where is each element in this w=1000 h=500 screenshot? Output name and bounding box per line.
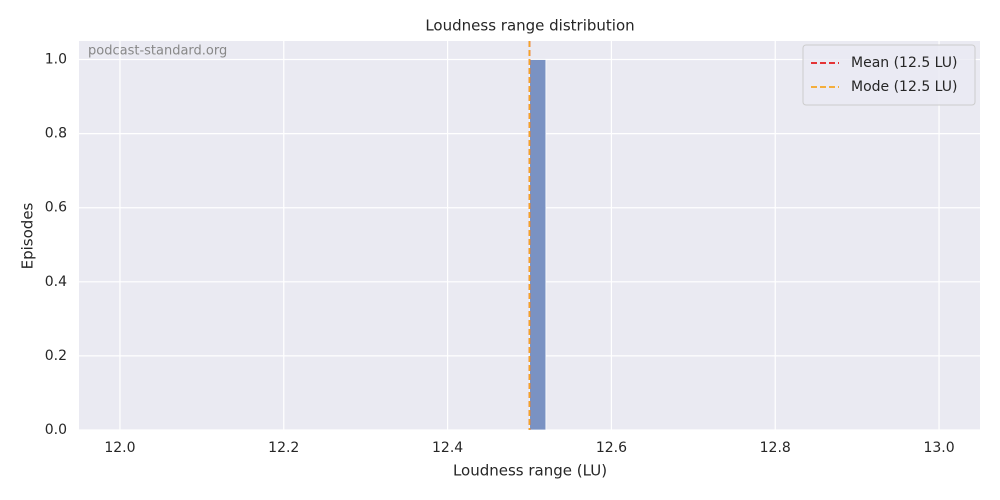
y-tick-label: 0.4	[45, 274, 67, 290]
x-tick-label: 12.8	[760, 440, 791, 456]
bar	[529, 59, 547, 431]
x-tick-label: 12.0	[104, 440, 135, 456]
x-tick-label: 12.6	[596, 440, 627, 456]
legend-label: Mode (12.5 LU)	[851, 79, 958, 95]
legend-label: Mean (12.5 LU)	[851, 55, 958, 71]
chart-title: Loudness range distribution	[425, 17, 634, 35]
x-axis-label: Loudness range (LU)	[453, 462, 607, 480]
x-tick-label: 13.0	[923, 440, 954, 456]
legend-box	[802, 44, 976, 106]
y-tick-label: 0.0	[45, 422, 67, 438]
y-tick-label: 0.6	[45, 200, 67, 216]
y-tick-label: 0.8	[45, 126, 67, 142]
x-tick-label: 12.2	[268, 440, 299, 456]
watermark: podcast-standard.org	[88, 44, 227, 59]
x-tick-label: 12.4	[432, 440, 463, 456]
y-tick-label: 0.2	[45, 348, 67, 364]
y-tick-label: 1.0	[45, 52, 67, 68]
y-axis-label: Episodes	[19, 202, 37, 269]
